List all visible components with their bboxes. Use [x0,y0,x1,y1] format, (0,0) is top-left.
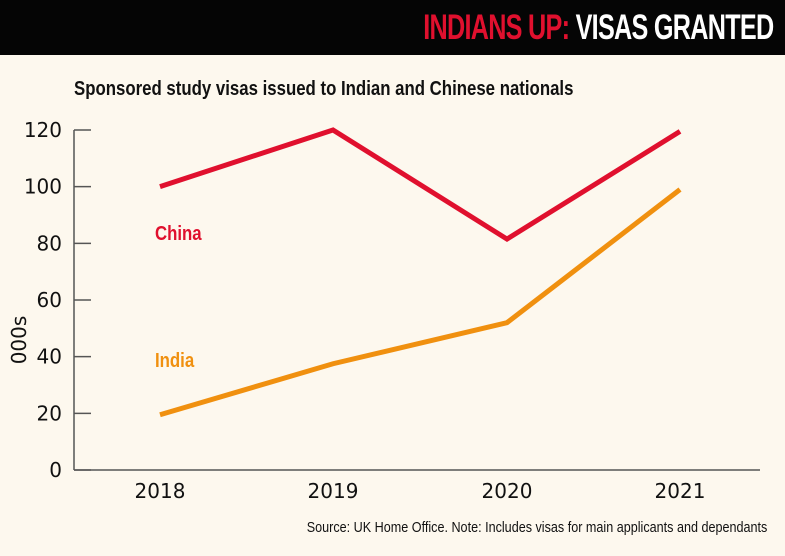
header-bar: INDIANS UP: VISAS GRANTED [0,0,785,55]
x-tick-label: 2018 [135,479,186,503]
x-tick-label: 2019 [308,479,359,503]
x-tick-label: 2020 [482,479,533,503]
y-tick-label: 40 [37,345,62,369]
y-tick-label: 100 [24,175,62,199]
y-tick-label: 20 [37,401,62,425]
headline-rest: VISAS GRANTED [575,8,774,47]
series-label-china: China [155,222,202,245]
y-tick-label: 0 [49,458,62,482]
headline: INDIANS UP: VISAS GRANTED [422,6,774,50]
y-axis-label: 000s [7,316,31,365]
series-line-india [159,187,682,418]
chart-title: Sponsored study visas issued to Indian a… [74,78,574,100]
x-tick-label: 2021 [655,479,706,503]
y-tick-label: 120 [24,118,62,142]
series-line-china [159,127,682,243]
source-note: Source: UK Home Office. Note: Includes v… [306,519,767,536]
headline-highlight: INDIANS UP: [422,8,570,47]
y-tick-label: 60 [37,288,62,312]
y-tick-label: 80 [37,231,62,255]
series-label-india: India [155,349,195,372]
